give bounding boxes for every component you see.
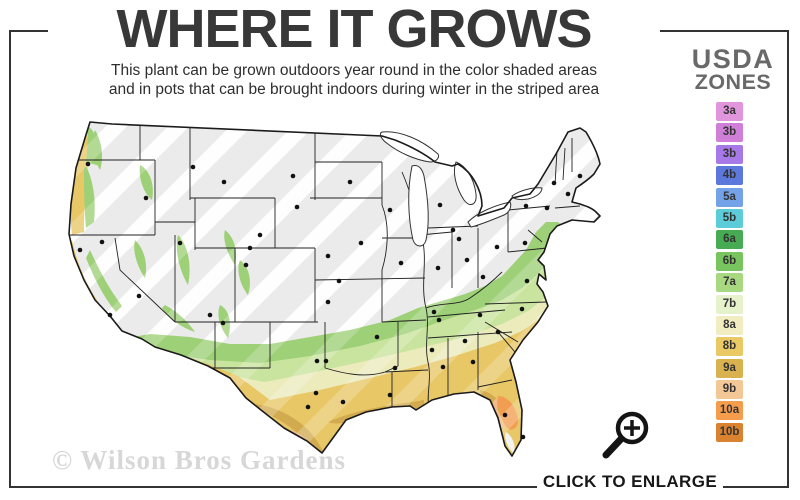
city-dot xyxy=(305,404,311,410)
zone-swatch-9a: 9a xyxy=(716,358,743,378)
city-dot xyxy=(387,392,393,398)
city-dot xyxy=(323,358,329,364)
legend-title: USDA ZONES xyxy=(672,44,794,95)
zone-swatch-8a: 8a xyxy=(716,315,743,335)
city-dot xyxy=(470,359,476,365)
city-dot xyxy=(221,179,227,185)
city-dot xyxy=(325,253,331,259)
page-title: WHERE IT GROWS xyxy=(48,0,660,58)
city-dot xyxy=(358,240,364,246)
subtitle-line-2: and in pots that can be brought indoors … xyxy=(108,81,600,98)
city-dot xyxy=(220,320,226,326)
us-hardiness-map[interactable] xyxy=(60,110,660,464)
zone-swatch-5a: 5a xyxy=(716,187,743,207)
city-dot xyxy=(387,207,393,213)
city-dot xyxy=(77,247,83,253)
city-dot xyxy=(477,312,483,318)
city-dot xyxy=(464,257,470,263)
click-to-enlarge[interactable]: CLICK TO ENLARGE xyxy=(530,408,730,493)
city-dot xyxy=(85,161,91,167)
city-dot xyxy=(207,312,213,318)
city-dot xyxy=(429,347,435,353)
city-dot xyxy=(551,180,557,186)
city-dot xyxy=(519,306,525,312)
city-dot xyxy=(524,278,530,284)
click-to-enlarge-label[interactable]: CLICK TO ENLARGE xyxy=(536,471,724,493)
zone-swatch-3b: 3b xyxy=(716,144,743,164)
city-dot xyxy=(440,364,446,370)
city-dot xyxy=(522,240,528,246)
city-dot xyxy=(190,164,196,170)
city-dot xyxy=(325,299,331,305)
city-dot xyxy=(136,293,142,299)
city-dot xyxy=(494,244,500,250)
city-dot xyxy=(456,236,462,242)
city-dot xyxy=(435,265,441,271)
city-dot xyxy=(520,434,526,440)
city-dot xyxy=(336,278,342,284)
city-dot xyxy=(99,239,105,245)
city-dot xyxy=(314,358,320,364)
zone-swatch-6a: 6a xyxy=(716,230,743,250)
city-dot xyxy=(243,262,249,268)
city-dot xyxy=(480,274,486,280)
city-dot xyxy=(577,173,583,179)
zone-swatch-7a: 7a xyxy=(716,273,743,293)
city-dot xyxy=(544,205,550,211)
city-dot xyxy=(437,202,443,208)
city-dot xyxy=(392,365,398,371)
zone-swatch-4b: 4b xyxy=(716,166,743,186)
city-dot xyxy=(143,195,149,201)
zone-swatch-10b: 10b xyxy=(716,422,743,442)
city-dot xyxy=(340,399,346,405)
subtitle-line-1: This plant can be grown outdoors year ro… xyxy=(111,62,597,79)
city-dot xyxy=(107,312,113,318)
watermark: © Wilson Bros Gardens xyxy=(52,445,346,475)
zone-swatch-5b: 5b xyxy=(716,208,743,228)
city-dot xyxy=(374,334,380,340)
legend-title-usda: USDA xyxy=(691,44,775,74)
subtitle: This plant can be grown outdoors year ro… xyxy=(45,61,663,99)
city-dot xyxy=(247,245,253,251)
usda-zone-legend: 3a 3b 3b 4b 5a 5b 6a 6b 7a 7b 8a 8b 9a 9b 10a 10b xyxy=(716,102,743,444)
zone-swatch-3b: 3b xyxy=(716,123,743,143)
city-dot xyxy=(398,260,404,266)
city-dot xyxy=(290,173,296,179)
city-dot xyxy=(495,329,501,335)
city-dot xyxy=(294,204,300,210)
city-dot xyxy=(347,179,353,185)
city-dots xyxy=(77,161,583,440)
state-borders xyxy=(69,126,581,410)
us-outline xyxy=(68,121,601,457)
city-dot xyxy=(462,338,468,344)
city-dot xyxy=(431,309,437,315)
city-dot xyxy=(450,227,456,233)
zone-swatch-9b: 9b xyxy=(716,380,743,400)
zone-swatch-3a: 3a xyxy=(716,102,743,121)
zone-swatch-6b: 6b xyxy=(716,251,743,271)
magnifier-plus-icon xyxy=(602,411,649,459)
zone-swatch-8b: 8b xyxy=(716,337,743,357)
city-dot xyxy=(313,390,319,396)
city-dot xyxy=(436,317,442,323)
city-dot xyxy=(502,412,508,418)
zone-swatch-10a: 10a xyxy=(716,401,743,421)
city-dot xyxy=(565,191,571,197)
zone-swatch-7b: 7b xyxy=(716,294,743,314)
legend-title-zones: ZONES xyxy=(694,70,772,95)
city-dot xyxy=(177,240,183,246)
city-dot xyxy=(523,203,529,209)
city-dot xyxy=(257,232,263,238)
